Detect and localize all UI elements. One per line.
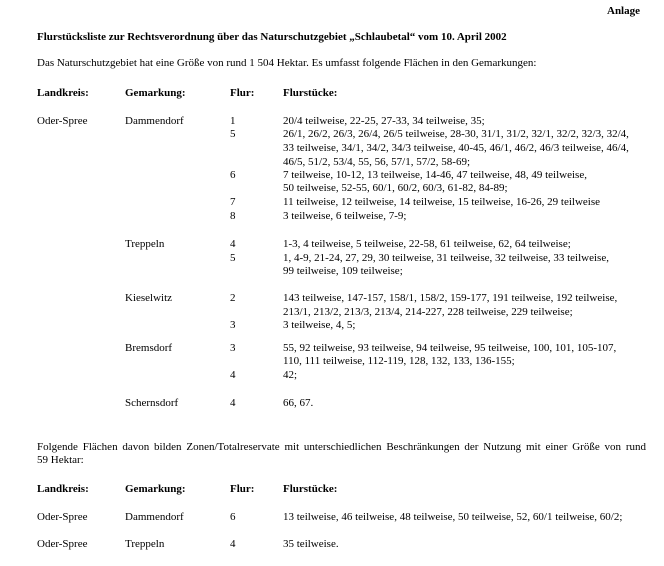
cell-flur: 6 (230, 169, 236, 181)
cell-flur: 4 (230, 369, 236, 381)
table-row: 213/1, 213/2, 213/3, 213/4, 214-227, 228… (37, 306, 649, 320)
column-header-landkreis: Landkreis: (37, 87, 89, 99)
cell-gemarkung: Schernsdorf (125, 397, 179, 409)
cell-gemarkung: Bremsdorf (125, 342, 173, 354)
cell-flurstuecke: 20/4 teilweise, 22-25, 27-33, 34 teilwei… (283, 115, 485, 127)
table-row: 5 1, 4-9, 21-24, 27, 29, 30 teilweise, 3… (37, 252, 649, 266)
table-row: 46/5, 51/2, 53/4, 55, 56, 57/1, 57/2, 58… (37, 156, 649, 170)
table-row: 5 26/1, 26/2, 26/3, 26/4, 26/5 teilweise… (37, 128, 649, 142)
column-header-flurstuecke: Flurstücke: (283, 483, 338, 495)
cell-flurstuecke: 213/1, 213/2, 213/3, 213/4, 214-227, 228… (283, 306, 573, 318)
table-row: Oder-Spree Dammendorf 1 20/4 teilweise, … (37, 115, 649, 129)
table1-header-row: Landkreis: Gemarkung: Flur: Flurstücke: (37, 87, 649, 101)
table-row: 33 teilweise, 34/1, 34/2, 34/3 teilweise… (37, 142, 649, 156)
anlage-label: Anlage (607, 5, 640, 17)
table-row: Oder-Spree Treppeln 4 35 teilweise. (37, 538, 649, 552)
cell-flurstuecke: 35 teilweise. (283, 538, 339, 550)
cell-landkreis: Oder-Spree (37, 115, 88, 127)
cell-flurstuecke: 110, 111 teilweise, 112-119, 128, 132, 1… (283, 355, 515, 367)
column-header-flur: Flur: (230, 483, 255, 495)
cell-flur: 8 (230, 210, 236, 222)
cell-flurstuecke: 143 teilweise, 147-157, 158/1, 158/2, 15… (283, 292, 618, 304)
cell-flur: 2 (230, 292, 236, 304)
cell-flur: 4 (230, 397, 236, 409)
cell-flurstuecke: 13 teilweise, 46 teilweise, 48 teilweise… (283, 511, 623, 523)
table-row: Oder-Spree Dammendorf 6 13 teilweise, 46… (37, 511, 649, 525)
cell-flurstuecke: 55, 92 teilweise, 93 teilweise, 94 teilw… (283, 342, 617, 354)
page-title: Flurstücksliste zur Rechtsverordnung übe… (37, 31, 507, 43)
cell-landkreis: Oder-Spree (37, 511, 88, 523)
zones-paragraph-line1: Folgende Flächen davon bilden Zonen/Tota… (37, 441, 646, 453)
cell-gemarkung: Dammendorf (125, 115, 184, 127)
cell-flur: 3 (230, 319, 236, 331)
cell-gemarkung: Treppeln (125, 238, 165, 250)
cell-flur: 5 (230, 252, 236, 264)
table-row: 8 3 teilweise, 6 teilweise, 7-9; (37, 210, 649, 224)
cell-flurstuecke: 33 teilweise, 34/1, 34/2, 34/3 teilweise… (283, 142, 629, 154)
table-row: Treppeln 4 1-3, 4 teilweise, 5 teilweise… (37, 238, 649, 252)
table-row: Bremsdorf 3 55, 92 teilweise, 93 teilwei… (37, 342, 649, 356)
cell-flur: 6 (230, 511, 236, 523)
table-row: 110, 111 teilweise, 112-119, 128, 132, 1… (37, 355, 649, 369)
cell-flurstuecke: 26/1, 26/2, 26/3, 26/4, 26/5 teilweise, … (283, 128, 629, 140)
table-row: 99 teilweise, 109 teilweise; (37, 265, 649, 279)
table-row: 6 7 teilweise, 10-12, 13 teilweise, 14-4… (37, 169, 649, 183)
cell-flur: 4 (230, 238, 236, 250)
cell-flurstuecke: 3 teilweise, 6 teilweise, 7-9; (283, 210, 407, 222)
column-header-flurstuecke: Flurstücke: (283, 87, 338, 99)
cell-flur: 1 (230, 115, 236, 127)
cell-flurstuecke: 11 teilweise, 12 teilweise, 14 teilweise… (283, 196, 600, 208)
table-row: Kieselwitz 2 143 teilweise, 147-157, 158… (37, 292, 649, 306)
table-row: Schernsdorf 4 66, 67. (37, 397, 649, 411)
cell-flurstuecke: 1, 4-9, 21-24, 27, 29, 30 teilweise, 31 … (283, 252, 609, 264)
cell-flur: 7 (230, 196, 236, 208)
cell-gemarkung: Dammendorf (125, 511, 184, 523)
cell-landkreis: Oder-Spree (37, 538, 88, 550)
cell-gemarkung: Kieselwitz (125, 292, 173, 304)
cell-flurstuecke: 42; (283, 369, 298, 381)
column-header-flur: Flur: (230, 87, 255, 99)
table2-header-row: Landkreis: Gemarkung: Flur: Flurstücke: (37, 483, 649, 497)
cell-flurstuecke: 1-3, 4 teilweise, 5 teilweise, 22-58, 61… (283, 238, 571, 250)
zones-paragraph-line2: 59 Hektar: (37, 454, 84, 466)
column-header-gemarkung: Gemarkung: (125, 87, 186, 99)
cell-flurstuecke: 7 teilweise, 10-12, 13 teilweise, 14-46,… (283, 169, 587, 181)
table-row: 7 11 teilweise, 12 teilweise, 14 teilwei… (37, 196, 649, 210)
table-row: 3 3 teilweise, 4, 5; (37, 319, 649, 333)
cell-flurstuecke: 3 teilweise, 4, 5; (283, 319, 356, 331)
cell-flurstuecke: 46/5, 51/2, 53/4, 55, 56, 57/1, 57/2, 58… (283, 156, 470, 168)
cell-flurstuecke: 99 teilweise, 109 teilweise; (283, 265, 403, 277)
cell-flurstuecke: 50 teilweise, 52-55, 60/1, 60/2, 60/3, 6… (283, 182, 508, 194)
cell-flur: 4 (230, 538, 236, 550)
intro-text: Das Naturschutzgebiet hat eine Größe von… (37, 57, 537, 69)
cell-flurstuecke: 66, 67. (283, 397, 314, 409)
cell-gemarkung: Treppeln (125, 538, 165, 550)
column-header-landkreis: Landkreis: (37, 483, 89, 495)
column-header-gemarkung: Gemarkung: (125, 483, 186, 495)
table-row: 4 42; (37, 369, 649, 383)
cell-flur: 3 (230, 342, 236, 354)
table-row: 50 teilweise, 52-55, 60/1, 60/2, 60/3, 6… (37, 182, 649, 196)
cell-flur: 5 (230, 128, 236, 140)
